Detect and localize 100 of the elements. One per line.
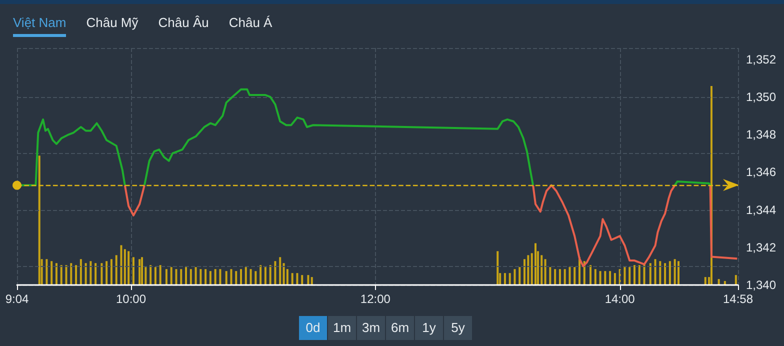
bar (219, 269, 222, 285)
y-tick-label: 1,344 (746, 202, 776, 217)
text: 0d (299, 316, 328, 340)
text: 5y (444, 316, 473, 340)
bar (628, 267, 631, 285)
text: Châu Âu (158, 15, 209, 32)
bar (554, 269, 556, 285)
bar (649, 263, 652, 285)
bar (264, 267, 266, 285)
x-tick-label: 10:00 (116, 292, 146, 306)
bar (159, 265, 162, 285)
bar (154, 267, 156, 285)
bar (310, 277, 313, 285)
bar (209, 271, 212, 285)
bar (590, 265, 592, 285)
bar (190, 269, 192, 285)
bar (704, 277, 706, 285)
text: 3m (357, 316, 386, 340)
bar (718, 279, 720, 285)
bar (120, 245, 122, 285)
bar (138, 259, 141, 285)
bar (549, 267, 552, 285)
bar (185, 267, 188, 285)
bar (124, 249, 126, 285)
bar (599, 271, 602, 285)
text: 6m (386, 316, 415, 340)
text: 1m (328, 316, 357, 340)
bar (204, 269, 207, 285)
bar (668, 261, 671, 285)
bar (70, 263, 72, 285)
bar (654, 259, 656, 285)
bar (504, 273, 506, 285)
bar (60, 265, 62, 285)
bar (301, 275, 304, 285)
bar (664, 263, 666, 285)
bar (38, 156, 40, 285)
bar (574, 267, 576, 285)
bar (609, 271, 612, 285)
y-tick-label: 1,342 (746, 240, 776, 254)
bar (279, 257, 282, 285)
bar (110, 259, 112, 285)
bar (274, 261, 276, 285)
bar (633, 265, 636, 285)
bar (558, 269, 561, 285)
bar (296, 273, 298, 285)
bar (141, 257, 144, 285)
bar (254, 271, 257, 285)
bar (50, 261, 53, 285)
bar (235, 271, 238, 285)
bar (46, 259, 48, 285)
bar (80, 259, 82, 285)
bar (564, 269, 566, 285)
bar (194, 267, 197, 285)
bar (527, 255, 530, 285)
x-tick-label: 14:00 (604, 292, 636, 306)
bar (214, 269, 216, 285)
bar (200, 269, 202, 285)
bar (307, 275, 310, 285)
text: Châu Á (228, 15, 272, 32)
bar (55, 263, 58, 285)
bar (165, 269, 168, 285)
bar (65, 265, 68, 285)
bar (614, 273, 616, 285)
text: Châu Mỹ (86, 15, 138, 32)
bar (150, 265, 152, 285)
bar (594, 269, 596, 285)
bar (132, 257, 134, 285)
bar (524, 259, 526, 285)
bar (544, 259, 546, 285)
bar (496, 251, 499, 285)
bar (170, 267, 172, 285)
bar (508, 273, 511, 285)
bar (180, 269, 182, 285)
bar (175, 269, 178, 285)
bar (106, 261, 108, 285)
bar (90, 261, 92, 285)
bar (94, 263, 97, 285)
bar (604, 271, 606, 285)
bar (638, 265, 640, 285)
bar (514, 269, 516, 285)
bar (518, 267, 521, 285)
bar (250, 269, 252, 285)
y-tick-label: 1,350 (746, 90, 776, 104)
bar (230, 269, 232, 285)
x-tick-label: 9:04 (5, 292, 29, 306)
text: Việt Nam (13, 15, 66, 37)
bar (225, 271, 228, 285)
bar (269, 265, 272, 285)
bar (677, 261, 680, 285)
bar (659, 261, 662, 285)
bar (244, 267, 247, 285)
bar (240, 269, 242, 285)
text: 1y (415, 316, 444, 340)
bar (282, 263, 285, 285)
y-tick-label: 1,346 (746, 165, 776, 180)
y-tick-label: 1,340 (746, 278, 776, 292)
bar (128, 251, 130, 285)
bar (260, 265, 262, 285)
y-tick-label: 1,352 (746, 52, 776, 66)
bar (534, 243, 537, 285)
